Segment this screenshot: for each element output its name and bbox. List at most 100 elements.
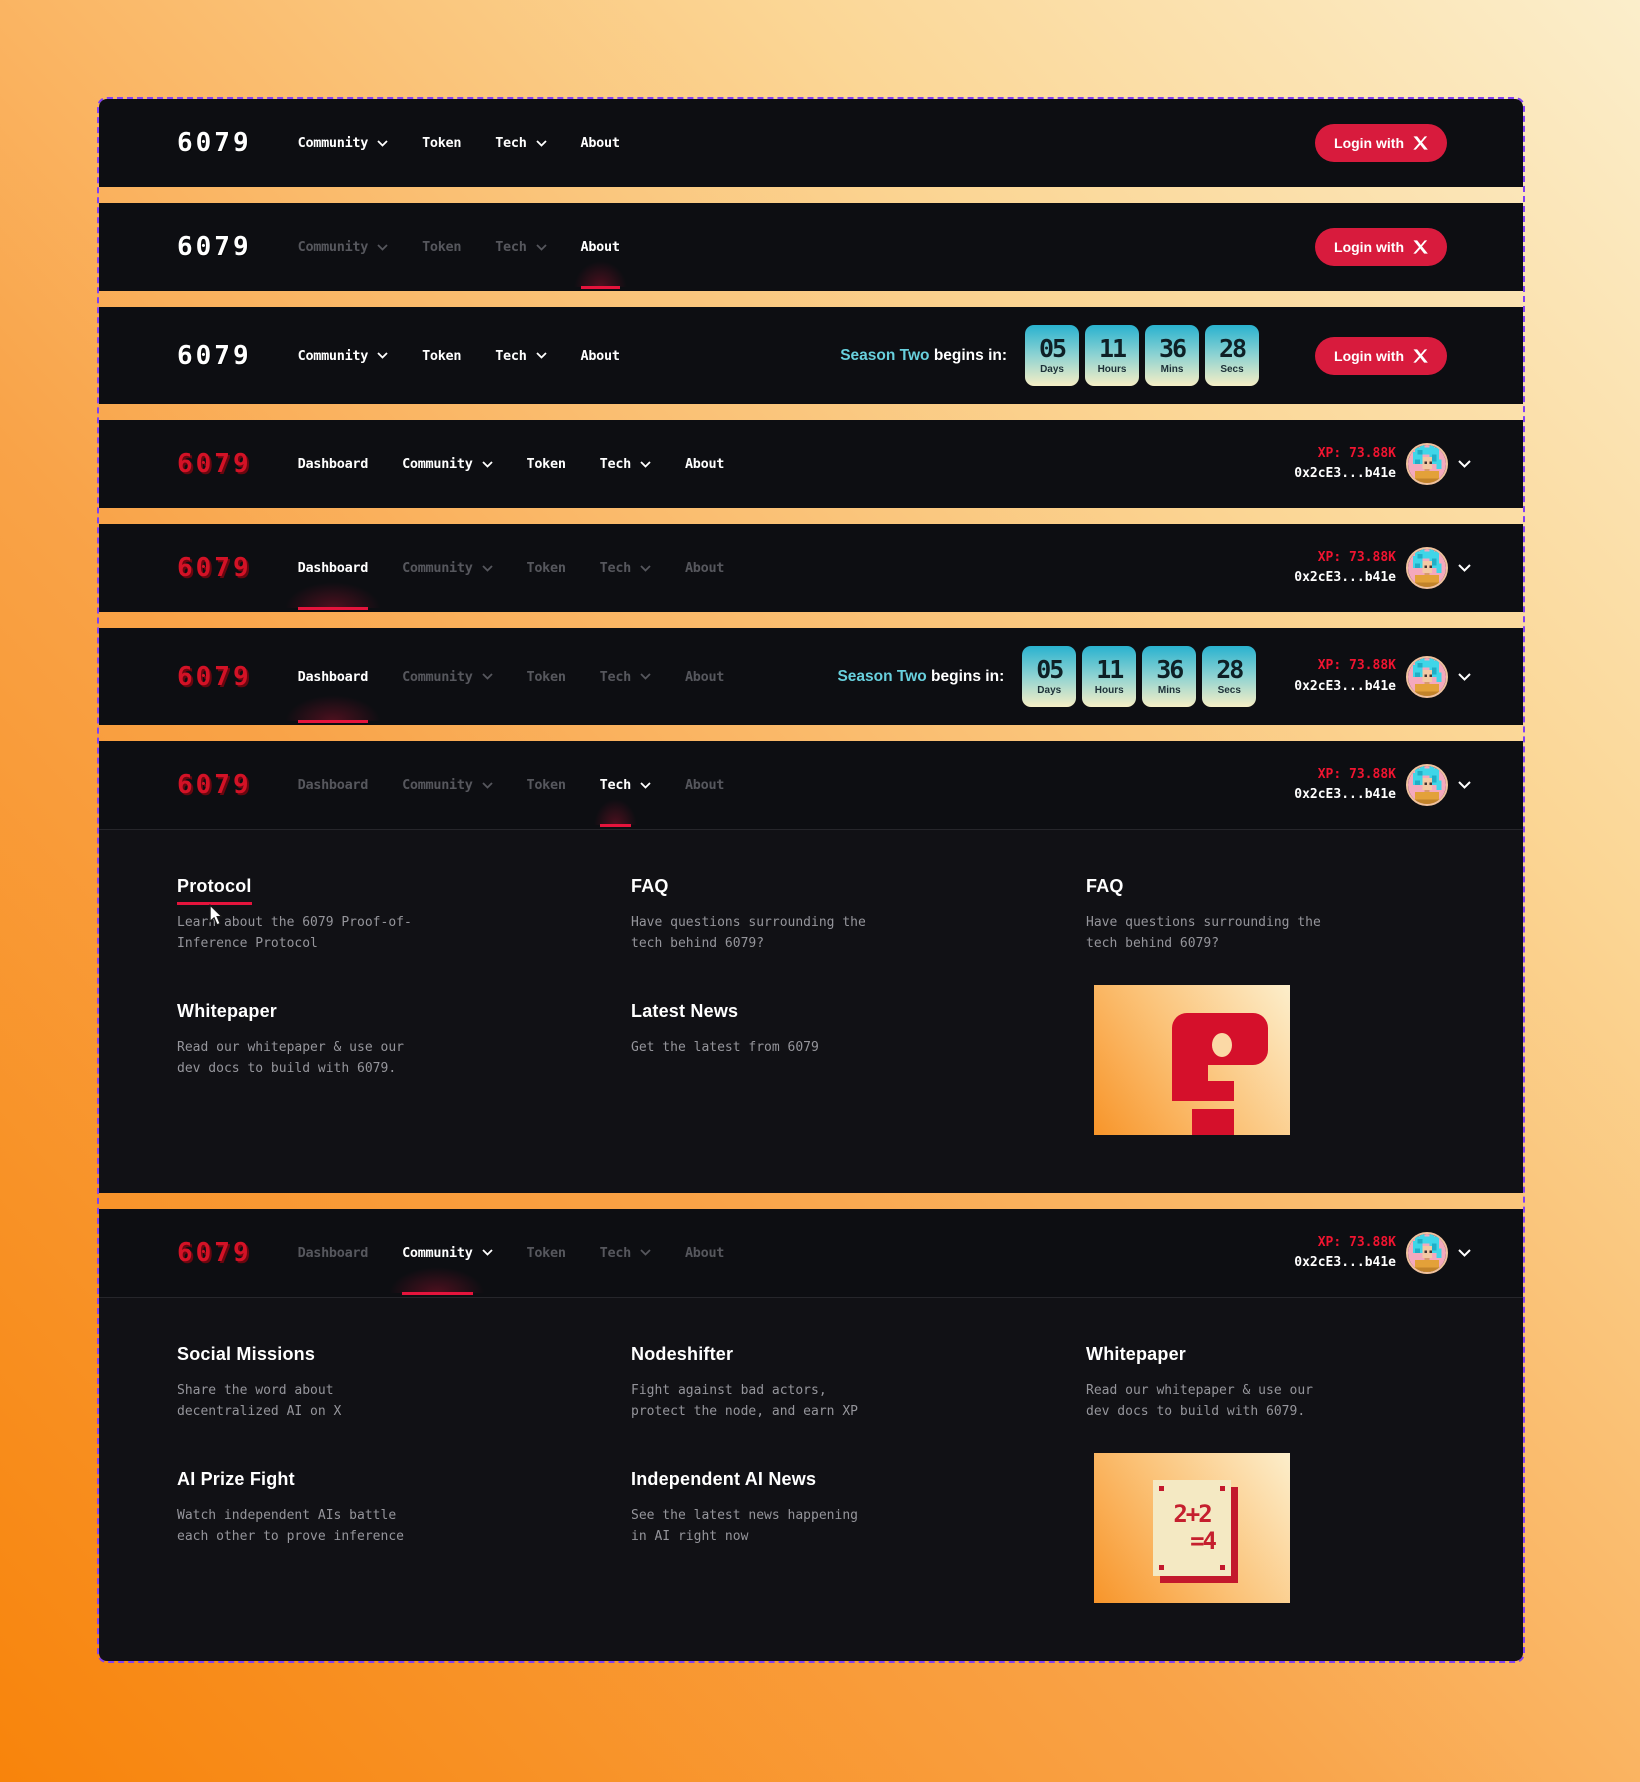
account-menu[interactable]: XP: 73.88K 0x2cE3...b41e bbox=[1294, 655, 1471, 698]
menu-item-social-missions[interactable]: Social Missions Share the word about dec… bbox=[177, 1343, 342, 1420]
login-with-x-button[interactable]: Login with bbox=[1315, 124, 1447, 162]
nav-link-about[interactable]: About bbox=[684, 777, 725, 793]
nav-link-token[interactable]: Token bbox=[422, 135, 462, 151]
nav-link-token[interactable]: Token bbox=[526, 668, 566, 685]
nav-link-tech[interactable]: Tech bbox=[600, 560, 651, 576]
logo-6079[interactable]: 6079 bbox=[177, 661, 252, 692]
nav-link-token[interactable]: Token bbox=[526, 777, 566, 793]
nav-link-community[interactable]: Community bbox=[298, 348, 388, 364]
logo-6079[interactable]: 6079 bbox=[177, 770, 252, 800]
nav-link-about[interactable]: About bbox=[684, 560, 725, 576]
x-logo-icon bbox=[1413, 348, 1428, 363]
countdown-mins-tile: 36 Mins bbox=[1145, 325, 1200, 386]
wallet-address: 0x2cE3...b41e bbox=[1294, 787, 1396, 802]
nav-link-about[interactable]: About bbox=[573, 239, 627, 289]
xp-label: XP: 73.88K bbox=[1317, 658, 1396, 674]
math-promo-tile[interactable]: 2+2 =4 bbox=[1094, 1452, 1290, 1603]
menu-item-ai-prize-fight[interactable]: AI Prize Fight Watch independent AIs bat… bbox=[177, 1468, 404, 1545]
avatar[interactable] bbox=[1406, 655, 1448, 698]
math-poster: 2+2 =4 bbox=[1153, 1479, 1231, 1576]
faq-promo-tile[interactable] bbox=[1094, 984, 1290, 1135]
nav-link-about[interactable]: About bbox=[684, 456, 725, 472]
avatar[interactable] bbox=[1406, 547, 1448, 589]
menu-item-protocol[interactable]: Protocol Learn about the 6079 Proof-of-I… bbox=[177, 876, 412, 952]
account-text: XP: 73.88K 0x2cE3...b41e bbox=[1294, 656, 1396, 696]
account-text: XP: 73.88K 0x2cE3...b41e bbox=[1294, 548, 1396, 588]
nav-link-community[interactable]: Community bbox=[298, 135, 388, 151]
chevron-down-icon[interactable] bbox=[1458, 672, 1471, 681]
nav-link-community[interactable]: Community bbox=[402, 777, 493, 793]
navbar-guest-default: 6079 Community Token Tech About Login wi… bbox=[99, 99, 1523, 187]
nav-link-about[interactable]: About bbox=[580, 347, 620, 364]
nav-link-dashboard[interactable]: Dashboard bbox=[284, 560, 382, 610]
avatar[interactable] bbox=[1406, 1231, 1448, 1274]
avatar[interactable] bbox=[1406, 443, 1448, 485]
avatar[interactable] bbox=[1406, 764, 1448, 806]
logo-6079[interactable]: 6079 bbox=[177, 1237, 252, 1268]
nav-link-tech[interactable]: Tech bbox=[593, 777, 651, 827]
nav-links: Dashboard Community Token Tech About bbox=[298, 456, 725, 472]
countdown-days-tile: 05 Days bbox=[1022, 646, 1077, 707]
nav-link-tech[interactable]: Tech bbox=[600, 669, 651, 685]
nav-link-community[interactable]: Community bbox=[402, 560, 493, 576]
logo-6079[interactable]: 6079 bbox=[177, 128, 252, 158]
navbar-user-community-menu-open: 6079 Dashboard Community Token Tech Abou… bbox=[99, 1208, 1523, 1661]
logo-6079[interactable]: 6079 bbox=[177, 340, 252, 371]
logo-6079[interactable]: 6079 bbox=[177, 553, 252, 583]
nav-link-community[interactable]: Community bbox=[402, 669, 493, 685]
nav-link-dashboard[interactable]: Dashboard bbox=[297, 1244, 369, 1261]
chevron-down-icon bbox=[377, 139, 388, 147]
account-menu[interactable]: XP: 73.88K 0x2cE3...b41e bbox=[1294, 443, 1471, 485]
account-menu[interactable]: XP: 73.88K 0x2cE3...b41e bbox=[1294, 764, 1471, 806]
nav-link-tech[interactable]: Tech bbox=[600, 1245, 651, 1261]
chevron-down-icon[interactable] bbox=[1458, 460, 1471, 468]
nav-link-dashboard[interactable]: Dashboard bbox=[284, 668, 382, 723]
nav-link-about[interactable]: About bbox=[684, 1244, 725, 1261]
account-text: XP: 73.88K 0x2cE3...b41e bbox=[1294, 765, 1396, 805]
nav-link-token[interactable]: Token bbox=[422, 347, 462, 364]
countdown-mins-tile: 36 Mins bbox=[1142, 646, 1197, 707]
menu-item-nodeshifter[interactable]: Nodeshifter Fight against bad actors, pr… bbox=[631, 1343, 858, 1420]
menu-item-faq[interactable]: FAQ Have questions surrounding the tech … bbox=[631, 876, 866, 952]
menu-item-independent-ai-news[interactable]: Independent AI News See the latest news … bbox=[631, 1468, 858, 1545]
login-with-x-button[interactable]: Login with bbox=[1315, 228, 1447, 266]
nav-link-token[interactable]: Token bbox=[526, 456, 566, 472]
menu-item-faq[interactable]: FAQ Have questions surrounding the tech … bbox=[1086, 876, 1321, 952]
logo-6079[interactable]: 6079 bbox=[177, 232, 252, 262]
nav-link-tech[interactable]: Tech bbox=[495, 135, 547, 151]
nav-links: Dashboard Community Token Tech About bbox=[297, 1244, 725, 1295]
chevron-down-icon[interactable] bbox=[1458, 564, 1471, 572]
nav-link-dashboard[interactable]: Dashboard bbox=[297, 777, 369, 793]
account-menu[interactable]: XP: 73.88K 0x2cE3...b41e bbox=[1294, 547, 1471, 589]
chevron-down-icon bbox=[535, 139, 547, 147]
login-with-x-button[interactable]: Login with bbox=[1315, 336, 1447, 375]
logo-6079[interactable]: 6079 bbox=[177, 449, 252, 479]
navbar-tech-open: 6079 Dashboard Community Token Tech Abou… bbox=[99, 741, 1523, 829]
nav-link-token[interactable]: Token bbox=[526, 1244, 566, 1261]
nav-links: Community Token Tech About bbox=[298, 135, 620, 151]
menu-item-whitepaper[interactable]: Whitepaper Read our whitepaper & use our… bbox=[1086, 1343, 1313, 1420]
nav-link-tech[interactable]: Tech bbox=[600, 456, 651, 472]
nav-link-community[interactable]: Community bbox=[389, 1245, 493, 1295]
nav-link-about[interactable]: About bbox=[684, 668, 725, 685]
chevron-down-icon[interactable] bbox=[1458, 1249, 1471, 1257]
navbar-showcase: 6079 Community Token Tech About Login wi… bbox=[97, 97, 1525, 1663]
nav-link-token[interactable]: Token bbox=[422, 239, 462, 255]
account-menu[interactable]: XP: 73.88K 0x2cE3...b41e bbox=[1294, 1231, 1471, 1274]
nav-link-tech[interactable]: Tech bbox=[495, 348, 547, 364]
xp-label: XP: 73.88K bbox=[1317, 445, 1396, 461]
nav-link-community[interactable]: Community bbox=[298, 239, 388, 255]
chevron-down-icon bbox=[640, 564, 651, 572]
chevron-down-icon bbox=[640, 1249, 651, 1257]
nav-link-dashboard[interactable]: Dashboard bbox=[297, 456, 369, 472]
chevron-down-icon bbox=[377, 243, 388, 251]
nav-link-token[interactable]: Token bbox=[526, 560, 566, 576]
menu-item-latest-news[interactable]: Latest News Get the latest from 6079 bbox=[631, 1000, 819, 1055]
chevron-down-icon bbox=[481, 1249, 493, 1257]
chevron-down-icon[interactable] bbox=[1458, 781, 1471, 789]
nav-link-tech[interactable]: Tech bbox=[495, 239, 547, 255]
nav-link-community[interactable]: Community bbox=[402, 456, 493, 472]
nav-link-about[interactable]: About bbox=[580, 135, 620, 151]
navbar-community-open: 6079 Dashboard Community Token Tech Abou… bbox=[99, 1208, 1523, 1297]
menu-item-whitepaper[interactable]: Whitepaper Read our whitepaper & use our… bbox=[177, 1000, 404, 1077]
